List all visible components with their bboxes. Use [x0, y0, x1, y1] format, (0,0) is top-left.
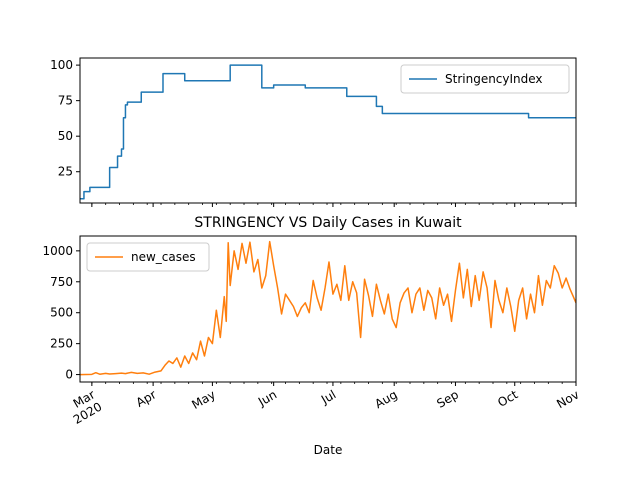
- x-tick-label: Jul: [318, 387, 338, 407]
- y-tick-label: 750: [50, 275, 73, 289]
- new-cases-panel: 0 250 500 750 1000 new_cases: [42, 235, 577, 386]
- legend-box: [400, 64, 570, 94]
- y-tick-label: 1000: [42, 244, 73, 258]
- stringency-panel: 25 50 75 100 StringencyIndex: [50, 57, 577, 207]
- new-cases-legend: new_cases: [86, 242, 210, 272]
- series-line-stringencyindex: [80, 64, 576, 200]
- chart-title: STRINGENCY VS Daily Cases in Kuwait: [194, 215, 462, 231]
- new-cases-series-group: [80, 240, 576, 376]
- y-tick-label: 250: [50, 337, 73, 351]
- y-tick-label: 100: [50, 58, 73, 72]
- legend-box: [86, 242, 210, 272]
- new-cases-plot-frame: [79, 235, 577, 383]
- series-line-new-cases: [80, 240, 576, 376]
- x-axis-title: Date: [314, 443, 343, 457]
- new-cases-y-axis-ticks: 0 250 500 750 1000: [42, 244, 80, 382]
- y-tick-label: 75: [58, 94, 73, 108]
- y-tick-label: 50: [58, 129, 73, 143]
- stringency-series-group: [80, 64, 576, 200]
- stringency-plot-frame: [79, 57, 577, 204]
- stringency-legend: StringencyIndex: [400, 64, 570, 94]
- stringency-y-axis-ticks: 25 50 75 100: [50, 58, 80, 179]
- legend-label: StringencyIndex: [445, 72, 543, 86]
- y-tick-label: 500: [50, 306, 73, 320]
- legend-label: new_cases: [131, 250, 196, 264]
- y-tick-label: 0: [65, 368, 73, 382]
- y-tick-label: 25: [58, 165, 73, 179]
- x-tick-label-group: Jul: [318, 387, 338, 407]
